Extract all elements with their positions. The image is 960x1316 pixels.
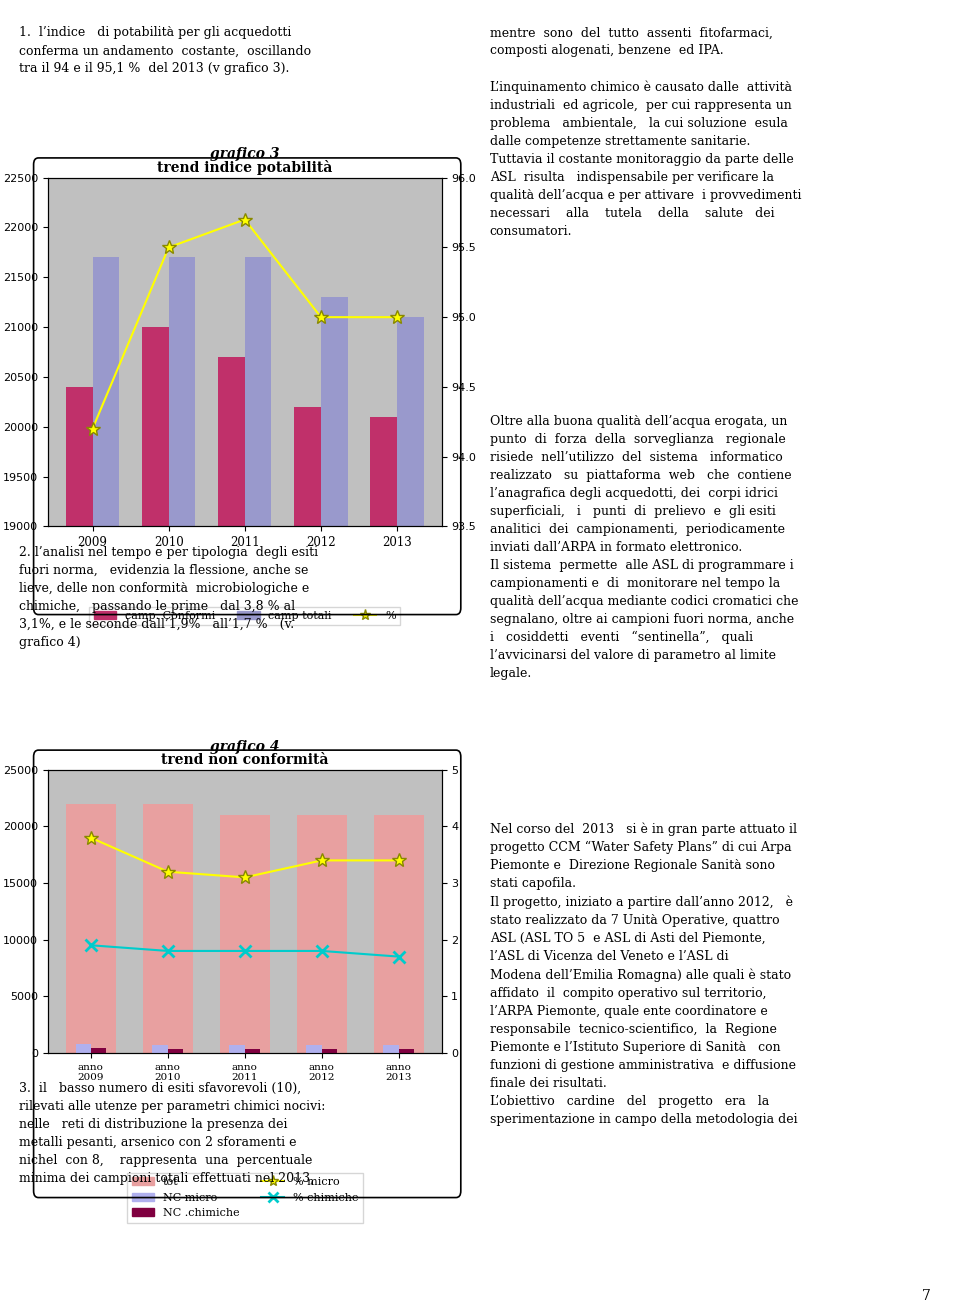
Bar <box>398 1049 414 1053</box>
Text: 1.  l’indice   di potabilità per gli acquedotti
conferma un andamento  costante,: 1. l’indice di potabilità per gli acqued… <box>19 26 311 75</box>
Bar <box>371 417 397 1316</box>
Legend: tot, NC micro, NC .chimiche, % micro, % chimiche: tot, NC micro, NC .chimiche, % micro, % … <box>127 1173 363 1223</box>
Text: Oltre alla buona qualità dell’acqua erogata, un
punto  di  forza  della  sorvegl: Oltre alla buona qualità dell’acqua erog… <box>490 415 798 680</box>
Bar <box>143 804 193 1053</box>
Bar <box>153 1045 168 1053</box>
Bar <box>218 357 245 1316</box>
Title: trend indice potabilità: trend indice potabilità <box>157 161 332 175</box>
Bar <box>66 804 116 1053</box>
Bar <box>229 1045 245 1053</box>
Title: trend non conformità: trend non conformità <box>161 753 328 767</box>
Bar <box>321 297 348 1316</box>
Text: Nel corso del  2013   si è in gran parte attuato il
progetto CCM “Water Safety P: Nel corso del 2013 si è in gran parte at… <box>490 822 797 1126</box>
Bar <box>322 1049 337 1053</box>
Bar <box>92 258 119 1316</box>
Text: mentre  sono  del  tutto  assenti  fitofarmaci,
composti alogenati, benzene  ed : mentre sono del tutto assenti fitofarmac… <box>490 26 801 238</box>
Bar <box>373 815 423 1053</box>
Text: 3.  il   basso numero di esiti sfavorevoli (10),
rilevati alle utenze per parame: 3. il basso numero di esiti sfavorevoli … <box>19 1082 325 1184</box>
Bar <box>168 1049 183 1053</box>
Text: 7: 7 <box>923 1288 931 1303</box>
Text: grafico 3: grafico 3 <box>210 147 279 162</box>
Text: 2. l’analisi nel tempo e per tipologia  degli esiti
fuori norma,   evidenzia la : 2. l’analisi nel tempo e per tipologia d… <box>19 546 319 649</box>
Bar <box>169 258 195 1316</box>
Legend: camp. Conformi, camp totali, %: camp. Conformi, camp totali, % <box>89 607 400 625</box>
Bar <box>76 1044 91 1053</box>
Bar <box>245 258 272 1316</box>
Bar <box>142 328 169 1316</box>
Bar <box>397 317 423 1316</box>
Bar <box>306 1045 322 1053</box>
Bar <box>295 407 321 1316</box>
Text: grafico 4: grafico 4 <box>210 740 279 754</box>
Bar <box>66 387 92 1316</box>
Bar <box>91 1049 107 1053</box>
Bar <box>383 1045 398 1053</box>
Bar <box>297 815 347 1053</box>
Bar <box>220 815 270 1053</box>
Bar <box>245 1049 260 1053</box>
